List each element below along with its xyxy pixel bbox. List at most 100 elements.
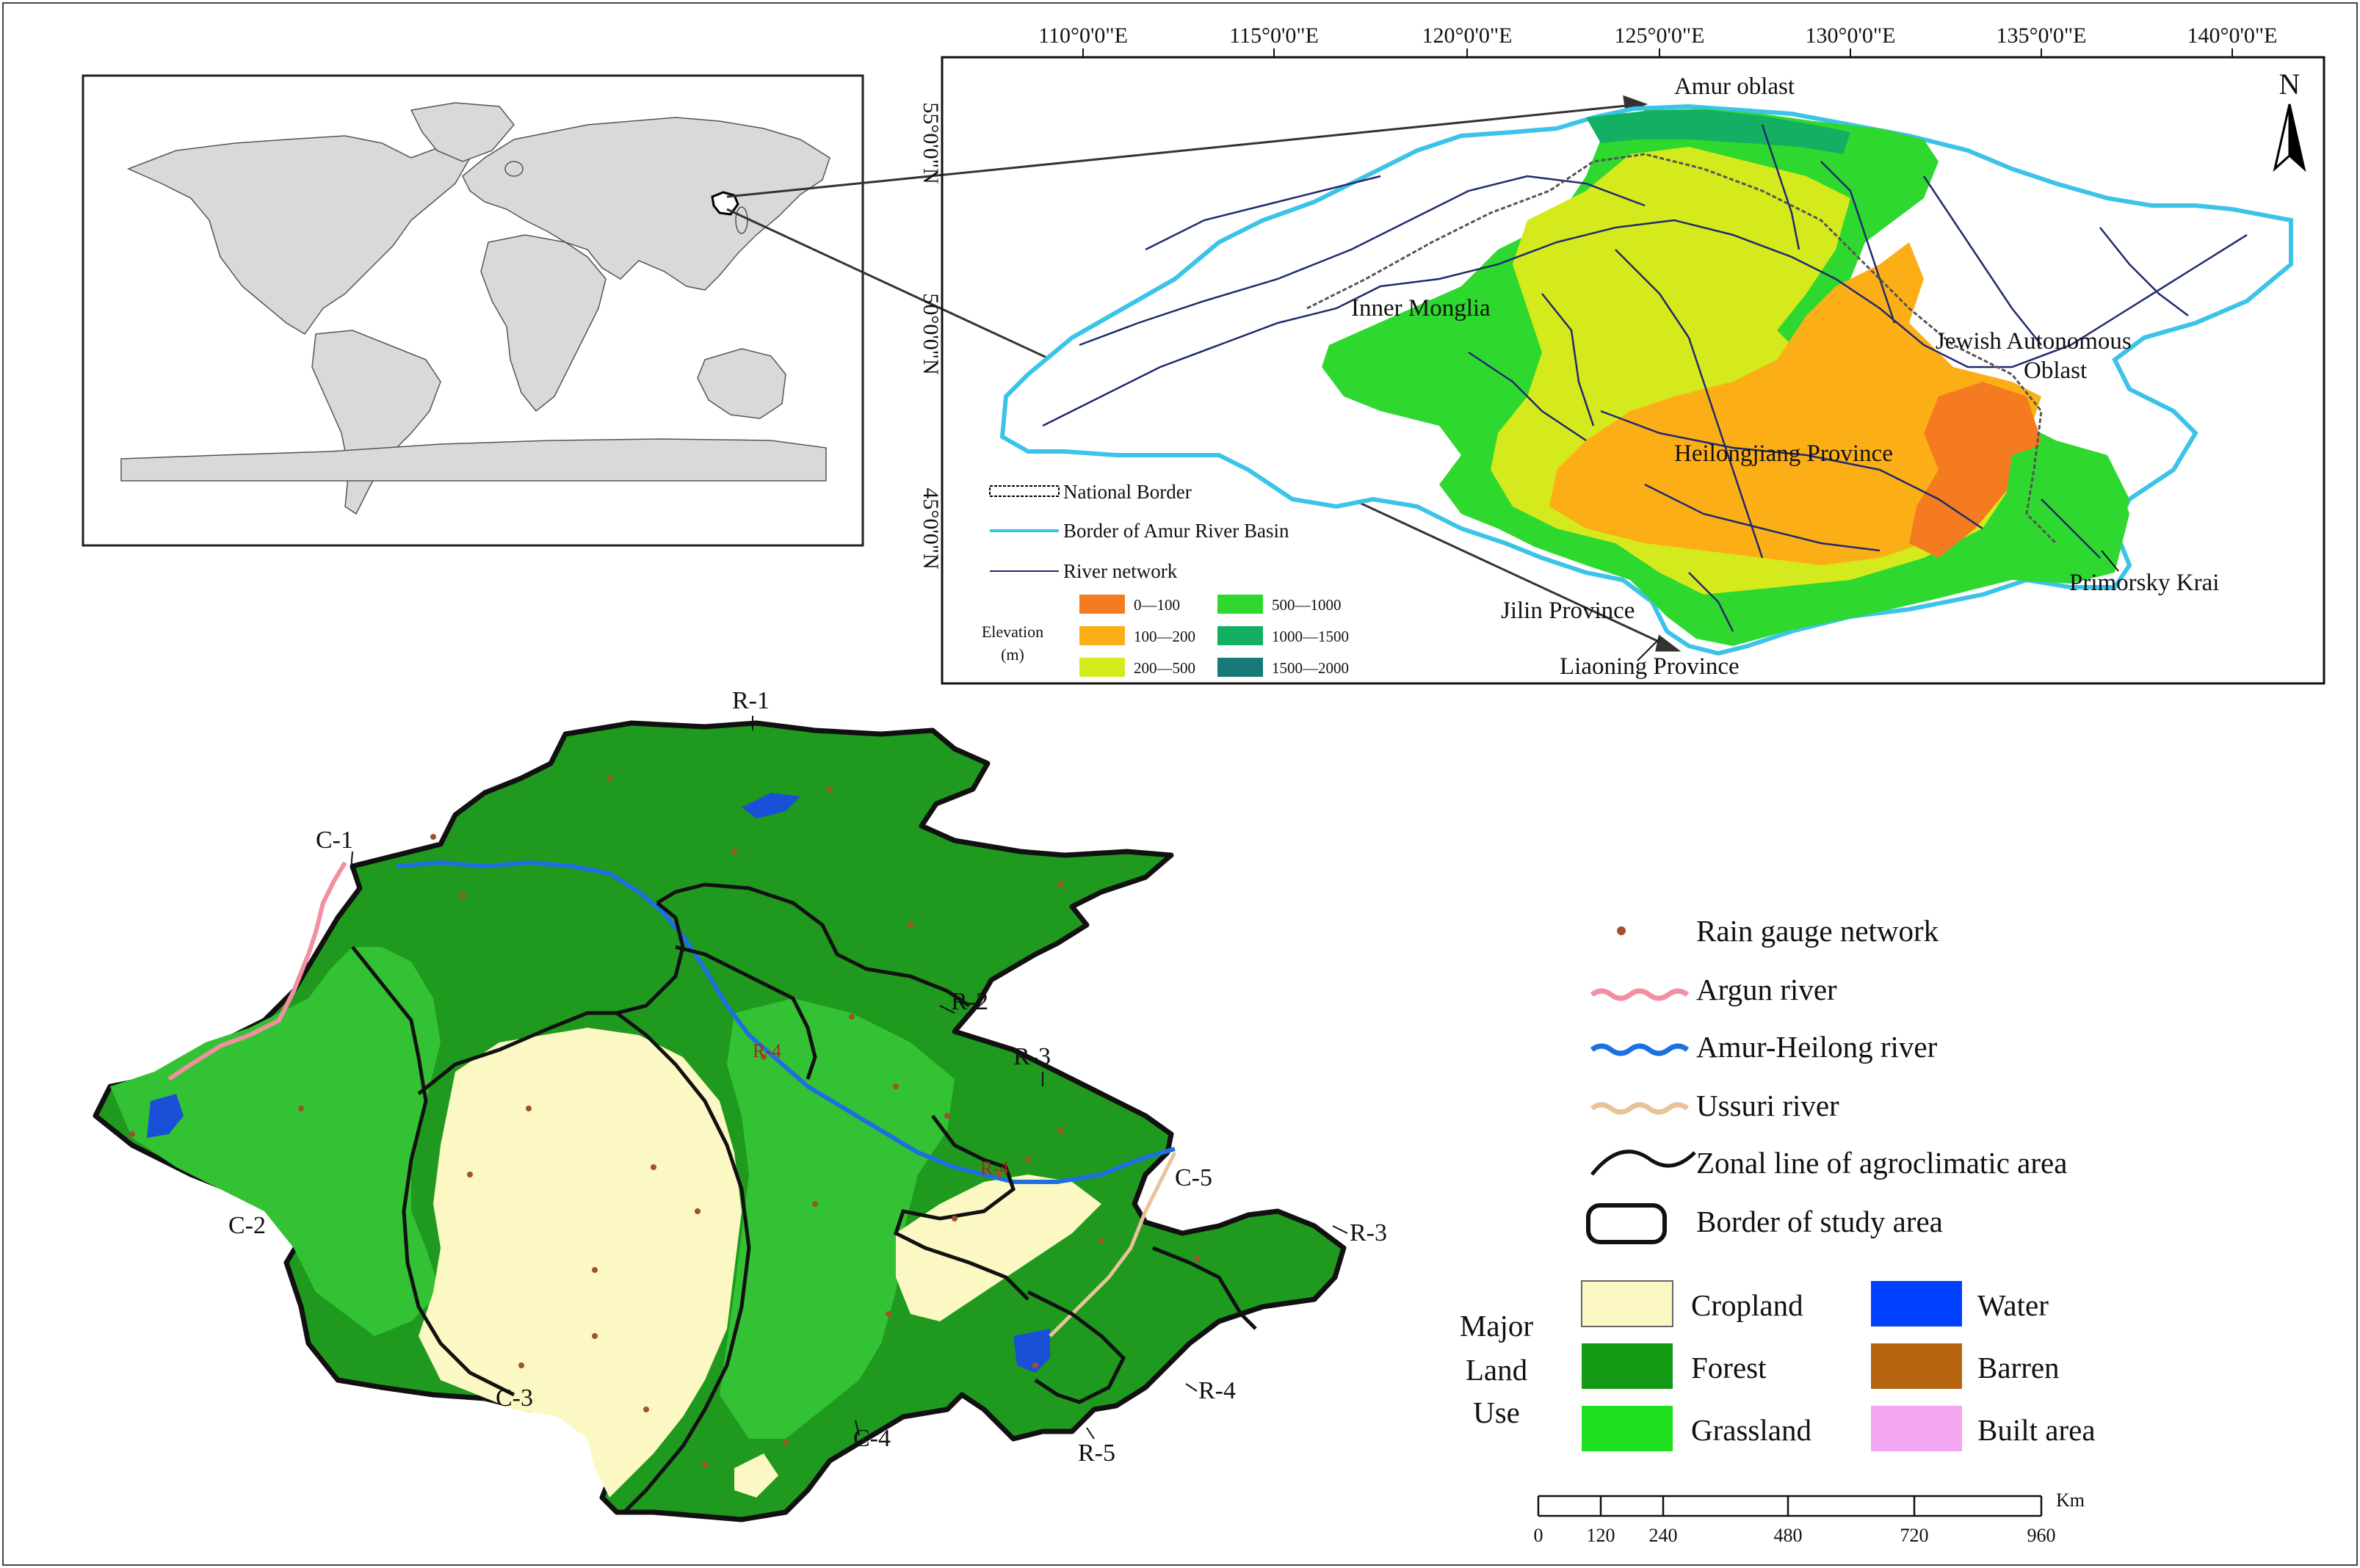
lon-tick-labels: 110°0'0"E 115°0'0"E 120°0'0"E 125°0'0"E … xyxy=(1038,23,2277,48)
landuse-label-water: Water xyxy=(1977,1288,2049,1322)
landuse-swatch-built xyxy=(1871,1406,1962,1451)
lon-tick-115: 115°0'0"E xyxy=(1229,23,1319,48)
label-heilongjiang: Heilongjiang Province xyxy=(1674,440,1893,467)
north-arrow-label: N xyxy=(2279,68,2301,101)
landuse-label-forest: Forest xyxy=(1691,1351,1767,1384)
elev-label-5: 1500—2000 xyxy=(1272,659,1349,677)
landuse-label-barren: Barren xyxy=(1977,1351,2060,1384)
region-label-r1: R-1 xyxy=(732,687,770,714)
landuse-label-grassland: Grassland xyxy=(1691,1413,1811,1447)
scale-tick-480: 480 xyxy=(1774,1525,1803,1546)
elev-label-1: 100—200 xyxy=(1134,628,1195,645)
legend-amur: Amur-Heilong river xyxy=(1696,1030,1938,1064)
region-label-c5: C-5 xyxy=(1175,1164,1212,1191)
basin-rivers xyxy=(1042,124,2248,632)
landuse-label-built: Built area xyxy=(1977,1413,2096,1447)
zonal-lines xyxy=(351,882,1257,1514)
region-label-c2: C-2 xyxy=(228,1212,266,1239)
world-map-panel xyxy=(82,74,864,547)
continent-north-america xyxy=(127,135,471,335)
region-label-inner-r4b: R-4 xyxy=(980,1158,1009,1179)
basin-legend: National Border Border of Amur River Bas… xyxy=(982,481,1349,677)
place-labels: Amur oblast Inner Monglia Jewish Autonom… xyxy=(1351,73,2219,680)
lat-tick-labels: 55°0'0"N 50°0'0"N 45°0'0"N xyxy=(919,102,943,569)
connector-line-top xyxy=(726,104,1635,198)
national-border-line xyxy=(1306,153,2057,545)
elev-swatch-1 xyxy=(1079,626,1125,645)
scale-tick-960: 960 xyxy=(2027,1525,2056,1546)
region-label-r4: R-4 xyxy=(1198,1377,1236,1404)
continent-australia xyxy=(697,348,786,419)
elev-swatch-3 xyxy=(1217,595,1263,614)
region-label-r2: R-2 xyxy=(951,988,988,1015)
legend-landuse-title-2: Land xyxy=(1466,1353,1527,1387)
legend-amur-symbol xyxy=(1590,1043,1690,1056)
region-label-inner-r4a: R-4 xyxy=(753,1040,781,1061)
region-label-c1: C-1 xyxy=(316,827,353,854)
study-area-cropland-small xyxy=(734,1453,778,1498)
legend-elevation-title-2: (m) xyxy=(1001,645,1024,664)
region-label-c3: C-3 xyxy=(496,1384,533,1412)
legend-border-symbol xyxy=(1586,1203,1667,1244)
basin-map-frame xyxy=(941,56,2325,685)
landuse-swatch-cropland xyxy=(1581,1280,1673,1327)
lon-tick-125: 125°0'0"E xyxy=(1615,23,1705,48)
legend-national-border: National Border xyxy=(1063,481,1192,503)
legend-basin-border: Border of Amur River Basin xyxy=(1063,520,1289,542)
lon-tick-marks xyxy=(1082,48,2233,57)
legend-zonal-symbol xyxy=(1590,1150,1696,1176)
lon-tick-120: 120°0'0"E xyxy=(1422,23,1513,48)
north-arrow-icon: N xyxy=(2273,68,2306,173)
scale-tick-120: 120 xyxy=(1587,1525,1615,1546)
continent-greenland xyxy=(410,102,515,162)
region-label-r5: R-5 xyxy=(1078,1440,1115,1467)
study-area-cropland-east xyxy=(896,1175,1101,1321)
legend-argun-symbol xyxy=(1590,988,1690,1001)
continent-eurasia xyxy=(462,117,830,291)
water-body-north xyxy=(742,793,800,819)
label-inner-monglia: Inner Monglia xyxy=(1351,295,1491,322)
landuse-label-cropland: Cropland xyxy=(1691,1288,1803,1322)
elevation-darkorange-zone xyxy=(1909,382,2041,558)
lon-tick-110: 110°0'0"E xyxy=(1038,23,1128,48)
elevation-dark-zone xyxy=(1586,110,1850,154)
primorsky-leader xyxy=(2101,550,2119,572)
scale-tick-720: 720 xyxy=(1900,1525,1929,1546)
legend-zonal: Zonal line of agroclimatic area xyxy=(1696,1146,2067,1180)
region-label-c4: C-4 xyxy=(853,1425,891,1452)
lat-tick-50: 50°0'0"N xyxy=(919,293,943,374)
elev-swatch-2 xyxy=(1079,658,1125,677)
elev-label-3: 500—1000 xyxy=(1272,596,1342,614)
label-primorsky: Primorsky Krai xyxy=(2069,570,2219,596)
study-area-grassland-west xyxy=(110,947,441,1336)
legend-ussuri: Ussuri river xyxy=(1696,1089,1839,1122)
scale-unit: Km xyxy=(2056,1489,2085,1511)
legend-border: Border of study area xyxy=(1696,1205,1943,1238)
island-uk xyxy=(504,161,524,177)
study-area-marker xyxy=(711,191,739,216)
elev-swatch-0 xyxy=(1079,595,1125,614)
water-body-east xyxy=(1013,1329,1050,1373)
argun-river xyxy=(167,861,347,1081)
legend-ussuri-symbol xyxy=(1590,1102,1690,1115)
rain-gauges xyxy=(129,775,1200,1467)
lon-tick-130: 130°0'0"E xyxy=(1806,23,1896,48)
legend-landuse-title-3: Use xyxy=(1473,1395,1520,1429)
label-jewish-2: Oblast xyxy=(2024,357,2087,384)
elev-label-4: 1000—1500 xyxy=(1272,628,1349,645)
region-label-r3a: R-3 xyxy=(1013,1043,1051,1070)
region-label-r3b: R-3 xyxy=(1350,1219,1387,1246)
lon-tick-135: 135°0'0"E xyxy=(1997,23,2087,48)
lat-tick-55: 55°0'0"N xyxy=(919,102,943,184)
island-japan xyxy=(735,206,748,234)
lat-tick-45: 45°0'0"N xyxy=(919,487,943,569)
continent-africa xyxy=(480,234,607,413)
legend-rain-gauge: Rain gauge network xyxy=(1696,914,1939,948)
landuse-swatch-barren xyxy=(1871,1343,1962,1389)
label-jewish-1: Jewish Autonomous xyxy=(1936,328,2132,355)
region-labels: R-1 C-1 R-2 R-3 R-3 C-2 C-5 C-3 C-4 R-4 … xyxy=(228,687,1387,1467)
study-area-grassland-east xyxy=(720,998,955,1439)
legend-rain-gauge-symbol xyxy=(1617,926,1626,935)
elev-label-0: 0—100 xyxy=(1134,596,1180,614)
label-jilin: Jilin Province xyxy=(1501,598,1635,624)
